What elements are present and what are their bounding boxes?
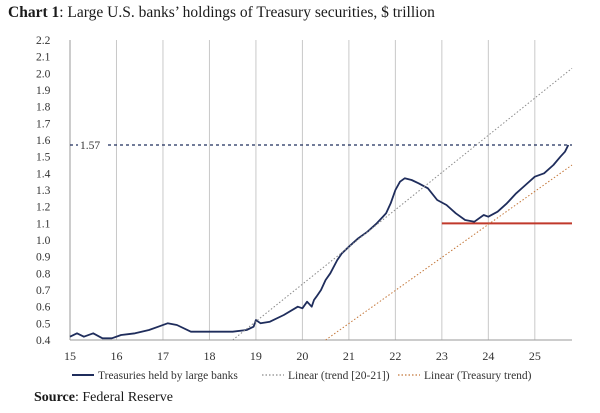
x-tick-label: 18 xyxy=(203,349,215,363)
source-text: : Federal Reserve xyxy=(74,390,173,405)
reference-label: 1.57 xyxy=(80,140,100,152)
y-tick-label: 1.7 xyxy=(36,118,51,130)
y-tick-label: 1.0 xyxy=(36,235,51,247)
y-tick-label: 1.6 xyxy=(36,135,51,147)
legend-trend-20-21: Linear (trend [20-21]) xyxy=(262,370,390,382)
series-treasury-trend-line xyxy=(325,164,573,341)
legend-treasury-trend: Linear (Treasury trend) xyxy=(398,370,532,382)
legend-label: Treasuries held by large banks xyxy=(98,370,238,382)
y-tick-label: 0.7 xyxy=(36,285,51,297)
source-label: Source xyxy=(34,390,75,405)
chart-title-text: : Large U.S. banks’ holdings of Treasury… xyxy=(59,4,435,21)
chart-title-label: Chart 1 xyxy=(8,4,60,21)
x-tick-label: 21 xyxy=(343,349,355,363)
y-tick-label: 1.3 xyxy=(36,185,51,197)
y-tick-label: 1.8 xyxy=(36,102,51,114)
y-tick-label: 1.9 xyxy=(36,85,51,97)
y-tick-label: 0.8 xyxy=(36,268,51,280)
legend-label: Linear (Treasury trend) xyxy=(424,370,532,382)
y-tick-label: 0.9 xyxy=(36,252,51,264)
x-tick-label: 24 xyxy=(482,349,494,363)
y-tick-label: 0.5 xyxy=(36,318,51,330)
series-treasuries-line xyxy=(69,144,570,340)
y-tick-label: 1.4 xyxy=(36,168,51,180)
y-tick-label: 2.1 xyxy=(36,52,51,64)
y-tick-label: 2.2 xyxy=(36,35,51,47)
source-note: Source: Federal Reserve xyxy=(34,388,173,408)
y-tick-label: 1.1 xyxy=(36,218,51,230)
y-tick-label: 0.6 xyxy=(36,302,51,314)
x-tick-label: 17 xyxy=(157,349,169,363)
y-tick-label: 0.4 xyxy=(36,335,51,347)
x-tick-label: 19 xyxy=(250,349,262,363)
x-tick-label: 25 xyxy=(529,349,541,363)
legend-treasuries: Treasuries held by large banks xyxy=(72,370,238,382)
y-tick-label: 1.2 xyxy=(36,202,51,214)
x-tick-label: 22 xyxy=(389,349,401,363)
x-tick-label: 23 xyxy=(436,349,448,363)
x-tick-label: 16 xyxy=(110,349,122,363)
legend-label: Linear (trend [20-21]) xyxy=(288,370,390,382)
x-tick-label: 20 xyxy=(296,349,308,363)
x-tick-label: 15 xyxy=(64,349,76,363)
y-tick-label: 2.0 xyxy=(36,68,51,80)
chart-title: Chart 1: Large U.S. banks’ holdings of T… xyxy=(8,2,592,24)
series-trend-20-21-line xyxy=(232,67,573,341)
y-tick-label: 1.5 xyxy=(36,152,51,164)
